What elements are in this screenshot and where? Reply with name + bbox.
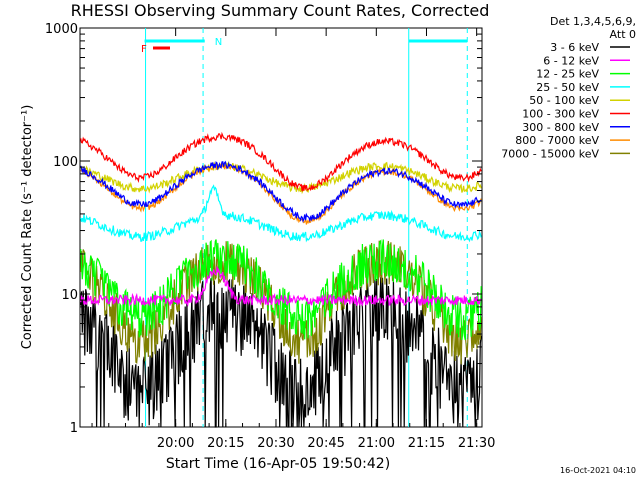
- series-blue-line: [80, 160, 482, 224]
- legend-entry-label: 800 - 7000 keV: [515, 134, 599, 147]
- legend-entry-label: 7000 - 15000 keV: [501, 147, 599, 160]
- series-green-line: [80, 239, 482, 341]
- legend-entry-label: 6 - 12 keV: [543, 54, 599, 67]
- x-tick-label: 21:30: [458, 436, 495, 451]
- series-magenta-line: [80, 266, 482, 307]
- chart-title: RHESSI Observing Summary Count Rates, Co…: [71, 1, 490, 20]
- legend-header-line1: Det 1,3,4,5,6,9,: [550, 15, 636, 28]
- series-olive-line: [80, 240, 482, 365]
- flag-n-label: N: [215, 37, 222, 48]
- y-tick-label: 100: [53, 155, 78, 170]
- x-tick-label: 21:00: [358, 436, 395, 451]
- plot-area: NF 20:00 20:15 20:30 20:45 21:00 21:15 21:3011…: [45, 22, 495, 451]
- axis-ticks: 20:00 20:15 20:30 20:45 21:00 21:15 21:30 1 10 10…: [45, 22, 495, 451]
- x-tick-label: 20:30: [257, 436, 294, 451]
- series-black-noisy-line: [80, 276, 482, 428]
- x-tick-label: 20:00: [157, 436, 194, 451]
- series-red-line: [80, 131, 482, 192]
- legend-header-line2: Att 0: [610, 28, 636, 41]
- timestamp: 16-Oct-2021 04:10: [560, 466, 636, 475]
- legend-entry-label: 50 - 100 keV: [529, 94, 599, 107]
- x-tick-label: 20:15: [207, 436, 244, 451]
- legend-entry-label: 25 - 50 keV: [536, 81, 599, 94]
- flag-f-label: F: [141, 44, 147, 55]
- plot-frame: [79, 27, 483, 428]
- annotations: NF: [141, 28, 468, 427]
- legend-entry-label: 100 - 300 keV: [522, 108, 599, 121]
- legend-entry-label: 12 - 25 keV: [536, 68, 599, 81]
- y-tick-label: 1: [70, 421, 78, 436]
- legend-entry-label: 3 - 6 keV: [550, 41, 599, 54]
- series-yellow-line: [80, 160, 482, 195]
- legend-entry-label: 300 - 800 keV: [522, 121, 599, 134]
- y-axis-label: Corrected Count Rate (s⁻¹ detector⁻¹): [20, 105, 35, 350]
- x-tick-label: 20:45: [307, 436, 344, 451]
- x-tick-label: 21:15: [408, 436, 445, 451]
- series-group: [80, 131, 482, 428]
- x-axis-label: Start Time (16-Apr-05 19:50:42): [166, 456, 390, 472]
- y-tick-label: 10: [61, 288, 78, 303]
- series-cyan-line: [80, 184, 482, 243]
- y-tick-label: 1000: [45, 22, 78, 37]
